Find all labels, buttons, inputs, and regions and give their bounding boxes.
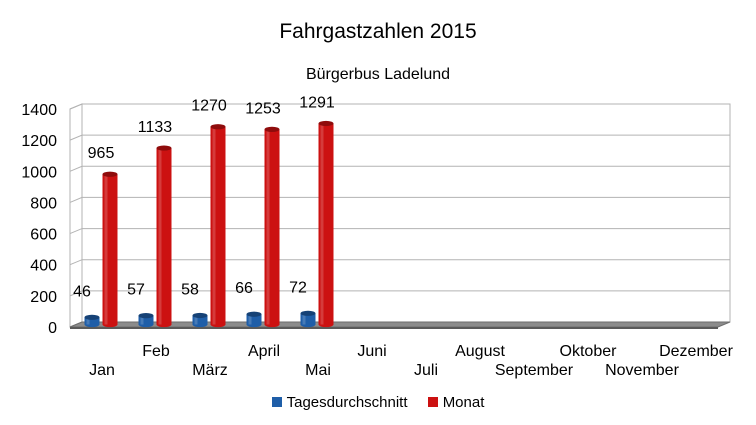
data-label: 58	[181, 281, 199, 298]
legend-item-monat: Monat	[427, 394, 485, 411]
bar-highlight	[158, 148, 162, 325]
floor-edge	[70, 327, 718, 329]
bar	[246, 314, 262, 325]
bar-base	[264, 321, 280, 328]
bar-highlight	[266, 129, 270, 325]
bar-highlight	[194, 315, 198, 325]
data-label: 1291	[299, 94, 335, 111]
bar	[192, 315, 208, 325]
bar-base	[102, 321, 118, 328]
bar-base	[210, 321, 226, 328]
bar-highlight	[248, 314, 252, 325]
bar-base	[192, 321, 208, 328]
y-tick-label: 1000	[21, 164, 57, 181]
bar	[138, 315, 154, 325]
y-tick-label: 600	[30, 227, 57, 244]
x-tick-label: Feb	[142, 343, 170, 360]
bar-highlight	[86, 317, 90, 325]
legend-label-tagesdurchschnitt: Tagesdurchschnitt	[286, 394, 408, 411]
bar	[318, 123, 334, 325]
y-tick-label: 800	[30, 195, 57, 212]
gridline	[69, 228, 730, 235]
bar	[264, 129, 280, 325]
data-label: 1253	[245, 100, 281, 117]
y-tick-label: 0	[48, 320, 57, 337]
x-tick-label: Juni	[357, 343, 386, 360]
bar-top	[192, 312, 208, 319]
data-label: 1270	[191, 98, 227, 115]
data-label: 57	[127, 282, 145, 299]
legend-item-tagesdurchschnitt: Tagesdurchschnitt	[271, 394, 408, 411]
legend-label-monat: Monat	[442, 394, 485, 411]
bar	[84, 317, 100, 325]
bar-top	[300, 310, 316, 316]
x-tick-label: November	[605, 362, 679, 379]
chart-title: Fahrgastzahlen 2015	[279, 20, 477, 43]
data-label: 66	[235, 280, 253, 297]
bar-base	[318, 321, 334, 328]
bar-top	[84, 314, 100, 320]
bar-top	[210, 124, 226, 130]
y-tick-label: 1200	[21, 133, 57, 150]
back-wall	[81, 103, 731, 323]
gridline	[69, 134, 730, 141]
bar-top	[138, 313, 154, 319]
bar-top	[318, 120, 334, 127]
gridline	[69, 165, 730, 172]
x-tick-label: Mai	[305, 362, 331, 379]
legend-swatch-tagesdurchschnitt	[271, 397, 282, 407]
bar-base	[84, 321, 100, 328]
bar-base	[246, 321, 262, 328]
bar-top	[156, 145, 172, 151]
x-tick-label: März	[192, 362, 228, 379]
y-tick-label: 400	[30, 258, 57, 275]
chart-subtitle: Bürgerbus Ladelund	[305, 66, 451, 83]
bar-highlight	[212, 126, 216, 325]
x-tick-label: Juli	[414, 362, 438, 379]
gridline	[69, 259, 730, 266]
bar-top	[102, 171, 118, 177]
data-label: 46	[73, 283, 91, 300]
bar-base	[300, 321, 316, 328]
legend-swatch-monat	[427, 397, 438, 407]
bar-base	[156, 321, 172, 328]
bar	[210, 126, 226, 325]
bar	[102, 174, 118, 325]
bar-base	[138, 321, 154, 328]
data-label: 72	[289, 279, 307, 296]
bar-highlight	[320, 123, 324, 325]
x-tick-label: April	[248, 343, 280, 360]
x-tick-label: Dezember	[659, 343, 733, 360]
bar-top	[246, 311, 262, 317]
y-tick-label: 200	[30, 289, 57, 306]
x-tick-label: Jan	[89, 362, 115, 379]
bar-top	[264, 126, 280, 132]
y-tick-label: 1400	[21, 102, 57, 119]
x-tick-label: August	[455, 343, 505, 360]
gridline	[69, 196, 730, 203]
gridline	[69, 103, 730, 110]
data-label: 1133	[138, 119, 173, 136]
bar-highlight	[140, 315, 144, 325]
bar-highlight	[104, 174, 108, 325]
legend: Tagesdurchschnitt Monat	[0, 394, 756, 411]
x-tick-label: September	[495, 362, 574, 379]
x-tick-label: Oktober	[560, 343, 618, 360]
gridline	[69, 290, 730, 297]
bar-highlight	[302, 313, 306, 325]
bar	[156, 148, 172, 325]
bar	[300, 313, 316, 325]
data-label: 965	[88, 145, 115, 162]
